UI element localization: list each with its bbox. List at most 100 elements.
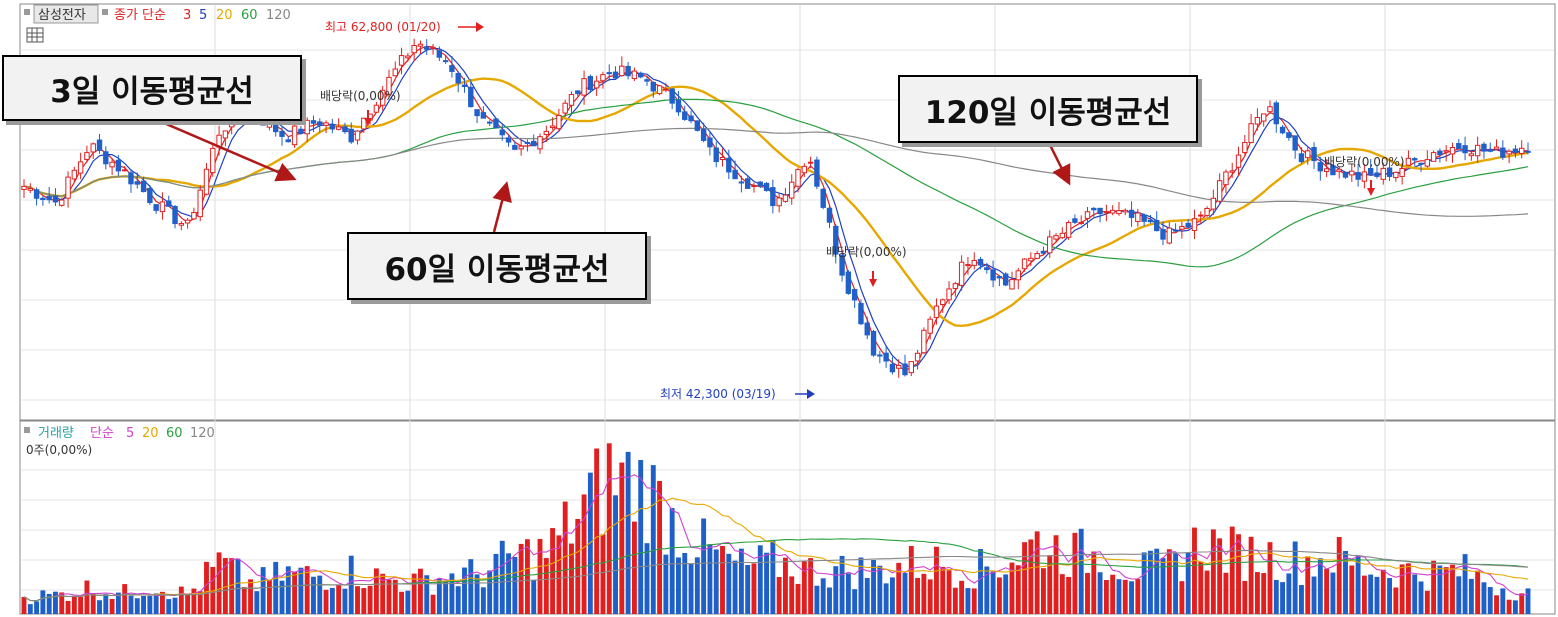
volume-bar xyxy=(814,585,820,614)
candle-body xyxy=(958,261,965,286)
volume-bar xyxy=(323,589,329,614)
volume-bar xyxy=(971,588,977,614)
volume-bar xyxy=(260,567,266,614)
volume-bar xyxy=(493,553,499,614)
volume-bar xyxy=(71,595,77,614)
volume-bar xyxy=(380,573,386,614)
volume-bar xyxy=(1500,588,1506,614)
candle-body xyxy=(870,330,877,356)
volume-bar xyxy=(424,575,430,614)
candle-body xyxy=(877,354,883,357)
dividend-arrow-2 xyxy=(869,271,877,287)
candle-body xyxy=(1279,126,1286,134)
candle-body xyxy=(1242,142,1248,154)
volume-bar xyxy=(229,558,235,614)
volume-bar xyxy=(1336,537,1342,614)
volume-bar xyxy=(1022,542,1028,614)
volume-bar xyxy=(204,561,209,614)
candle-body xyxy=(971,259,977,266)
candle-body xyxy=(644,79,650,82)
candle-body xyxy=(1160,229,1166,240)
candle-body xyxy=(1506,150,1512,155)
volume-bar xyxy=(978,549,983,614)
indicator-icon[interactable] xyxy=(102,9,108,15)
volume-bar xyxy=(845,573,851,614)
candle-body xyxy=(524,142,531,145)
volume-bar xyxy=(329,587,335,614)
candle-body xyxy=(933,305,940,318)
candle-body xyxy=(398,55,405,66)
volume-bar xyxy=(1399,564,1405,614)
candle-body xyxy=(273,123,279,133)
volume-bar xyxy=(600,534,606,614)
volume-bar xyxy=(21,596,27,614)
candle-body xyxy=(1091,207,1097,211)
candle-body xyxy=(1210,197,1217,210)
volume-bar xyxy=(506,553,511,614)
volume-bar xyxy=(27,604,33,614)
volume-bar xyxy=(392,579,398,614)
candle-body xyxy=(1254,117,1261,125)
candle-body xyxy=(512,144,518,150)
candle-body xyxy=(1292,135,1298,151)
panel-icon[interactable] xyxy=(24,9,30,15)
volume-bar xyxy=(738,548,744,614)
volume-bar xyxy=(1424,590,1430,614)
volume-bar xyxy=(1116,579,1122,614)
table-icon[interactable] xyxy=(26,27,44,43)
volume-bar xyxy=(1173,552,1179,614)
candle-body xyxy=(65,176,71,199)
dividend-label-3: 배당락(0,00%) xyxy=(1324,155,1405,169)
volume-bar xyxy=(650,465,656,614)
volume-title: 거래량 xyxy=(38,426,74,441)
volume-bar xyxy=(241,587,247,614)
volume-bar xyxy=(1223,572,1229,614)
candle-body xyxy=(1374,172,1380,177)
candle-body xyxy=(820,188,826,208)
volume-panel-icon[interactable] xyxy=(24,427,30,433)
volume-bar xyxy=(235,558,241,614)
candle-body xyxy=(121,169,128,172)
candle-body xyxy=(650,81,656,92)
candle-body xyxy=(304,119,310,135)
volume-bar xyxy=(1450,564,1455,614)
candle-body xyxy=(927,318,933,334)
volume-bar xyxy=(896,562,902,614)
volume-bar xyxy=(1380,569,1386,614)
volume-bar xyxy=(304,566,310,614)
volume-bar xyxy=(1003,574,1009,614)
candle-body xyxy=(424,46,430,50)
stock-name-box[interactable] xyxy=(33,4,99,24)
candle-body xyxy=(1223,171,1229,186)
volume-bar xyxy=(1280,582,1286,614)
candle-body xyxy=(807,161,814,164)
volume-bar xyxy=(1141,552,1147,614)
candle-body xyxy=(1229,170,1235,173)
volume-bar xyxy=(1034,531,1040,614)
volume-bar xyxy=(581,494,587,614)
volume-bar xyxy=(1147,550,1153,614)
volume-bar xyxy=(1412,574,1418,614)
volume-bar xyxy=(273,561,279,614)
candle-body xyxy=(430,46,436,49)
volume-bar xyxy=(109,598,115,614)
volume-bar xyxy=(713,549,719,614)
high-price-label: 최고 62,800 (01/20) xyxy=(325,20,441,34)
candle-body xyxy=(1021,258,1028,270)
volume-bar xyxy=(90,593,96,614)
candle-body xyxy=(1298,153,1305,163)
candle-body xyxy=(1367,167,1374,176)
ma-period-120: 120 xyxy=(266,8,291,23)
candle-body xyxy=(619,65,625,77)
volume-bar xyxy=(1317,558,1323,614)
candle-body xyxy=(178,223,185,226)
candle-body xyxy=(1141,214,1147,222)
candle-body xyxy=(1185,222,1191,228)
candle-body xyxy=(669,88,675,104)
volume-bar xyxy=(1305,556,1311,614)
candle-body xyxy=(1336,168,1342,172)
volume-bar xyxy=(1481,582,1487,614)
candle-body xyxy=(600,74,606,82)
candle-body xyxy=(1525,150,1531,153)
volume-ma-20: 20 xyxy=(142,426,159,441)
